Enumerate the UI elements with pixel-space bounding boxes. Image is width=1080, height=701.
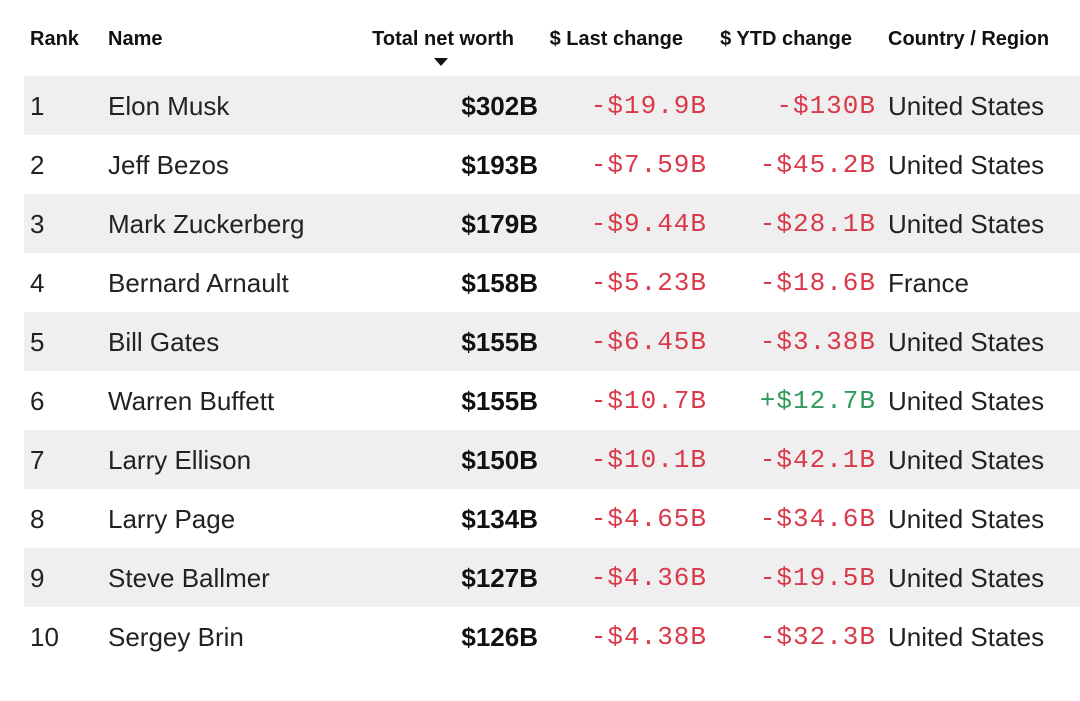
country-cell: United States (888, 563, 1045, 593)
column-header-rank[interactable]: Rank (30, 28, 79, 50)
last-change-cell: -$10.1B (590, 445, 707, 475)
rank-cell: 8 (30, 504, 45, 534)
rank-cell: 1 (30, 91, 45, 121)
name-cell: Larry Page (108, 504, 236, 534)
table-row[interactable]: 9 Steve Ballmer $127B -$4.36B -$19.5B United … (24, 548, 1080, 607)
rank-cell: 10 (30, 622, 59, 652)
rank-cell: 9 (30, 563, 45, 593)
country-cell: United States (888, 150, 1045, 180)
country-cell: United States (888, 504, 1045, 534)
table-row[interactable]: 5 Bill Gates $155B -$6.45B -$3.38B United Sta… (24, 312, 1080, 371)
ytd-change-cell: -$42.1B (759, 445, 876, 475)
net-worth-cell: $134B (461, 504, 538, 534)
table-row[interactable]: 1 Elon Musk $302B -$19.9B -$130B United State… (24, 76, 1080, 135)
last-change-cell: -$10.7B (590, 386, 707, 416)
country-cell: United States (888, 327, 1045, 357)
rank-cell: 5 (30, 327, 45, 357)
net-worth-cell: $155B (461, 327, 538, 357)
last-change-cell: -$5.23B (590, 268, 707, 298)
net-worth-cell: $302B (461, 91, 538, 121)
column-header-ytd-change[interactable]: $ YTD change (720, 28, 852, 50)
table-row[interactable]: 2 Jeff Bezos $193B -$7.59B -$45.2B United Sta… (24, 135, 1080, 194)
country-cell: United States (888, 386, 1045, 416)
last-change-cell: -$4.65B (590, 504, 707, 534)
net-worth-cell: $158B (461, 268, 538, 298)
last-change-cell: -$9.44B (590, 209, 707, 239)
country-cell: United States (888, 91, 1045, 121)
table-row[interactable]: 7 Larry Ellison $150B -$10.1B -$42.1B United … (24, 430, 1080, 489)
table-row[interactable]: 10 Sergey Brin $126B -$4.38B -$32.3B United S… (24, 607, 1080, 666)
country-cell: United States (888, 445, 1045, 475)
table-header: Rank Name Total net worth $ Last change … (0, 0, 1080, 76)
country-cell: United States (888, 622, 1045, 652)
net-worth-cell: $179B (461, 209, 538, 239)
net-worth-cell: $155B (461, 386, 538, 416)
name-cell: Larry Ellison (108, 445, 252, 475)
last-change-cell: -$4.38B (590, 622, 707, 652)
country-cell: United States (888, 209, 1045, 239)
net-worth-cell: $150B (461, 445, 538, 475)
table-row[interactable]: 3 Mark Zuckerberg $179B -$9.44B -$28.1B Unite… (24, 194, 1080, 253)
ytd-change-cell: -$32.3B (759, 622, 876, 652)
rank-cell: 6 (30, 386, 45, 416)
ytd-change-cell: -$3.38B (759, 327, 876, 357)
column-header-country-region[interactable]: Country / Region (888, 28, 1050, 50)
name-cell: Elon Musk (108, 91, 230, 121)
net-worth-cell: $193B (461, 150, 538, 180)
net-worth-cell: $127B (461, 563, 538, 593)
rank-cell: 7 (30, 445, 45, 475)
ytd-change-cell: -$19.5B (759, 563, 876, 593)
table-row[interactable]: 6 Warren Buffett $155B -$10.7B +$12.7B United… (24, 371, 1080, 430)
ytd-change-cell: +$12.7B (759, 386, 876, 416)
rank-cell: 4 (30, 268, 45, 298)
table-row[interactable]: 4 Bernard Arnault $158B -$5.23B -$18.6B Franc… (24, 253, 1080, 312)
last-change-cell: -$19.9B (590, 91, 707, 121)
column-header-last-change[interactable]: $ Last change (549, 28, 683, 50)
name-cell: Steve Ballmer (108, 563, 270, 593)
ytd-change-cell: -$45.2B (759, 150, 876, 180)
name-cell: Mark Zuckerberg (108, 209, 305, 239)
name-cell: Bernard Arnault (108, 268, 289, 298)
column-header-name[interactable]: Name (108, 28, 163, 50)
rank-cell: 2 (30, 150, 45, 180)
ytd-change-cell: -$130B (776, 91, 876, 121)
country-cell: France (888, 268, 969, 298)
name-cell: Bill Gates (108, 327, 220, 357)
sort-down-icon[interactable] (434, 58, 448, 66)
ytd-change-cell: -$34.6B (759, 504, 876, 534)
table-row[interactable]: 8 Larry Page $134B -$4.65B -$34.6B United Sta… (24, 489, 1080, 548)
rank-cell: 3 (30, 209, 45, 239)
last-change-cell: -$7.59B (590, 150, 707, 180)
column-header-total-net-worth[interactable]: Total net worth (372, 28, 514, 50)
name-cell: Jeff Bezos (108, 150, 229, 180)
ytd-change-cell: -$28.1B (759, 209, 876, 239)
ytd-change-cell: -$18.6B (759, 268, 876, 298)
name-cell: Warren Buffett (108, 386, 275, 416)
last-change-cell: -$4.36B (590, 563, 707, 593)
table-body: 1 Elon Musk $302B -$19.9B -$130B United State… (0, 76, 1080, 666)
billionaires-table: Rank Name Total net worth $ Last change … (0, 0, 1080, 666)
last-change-cell: -$6.45B (590, 327, 707, 357)
name-cell: Sergey Brin (108, 622, 244, 652)
net-worth-cell: $126B (461, 622, 538, 652)
